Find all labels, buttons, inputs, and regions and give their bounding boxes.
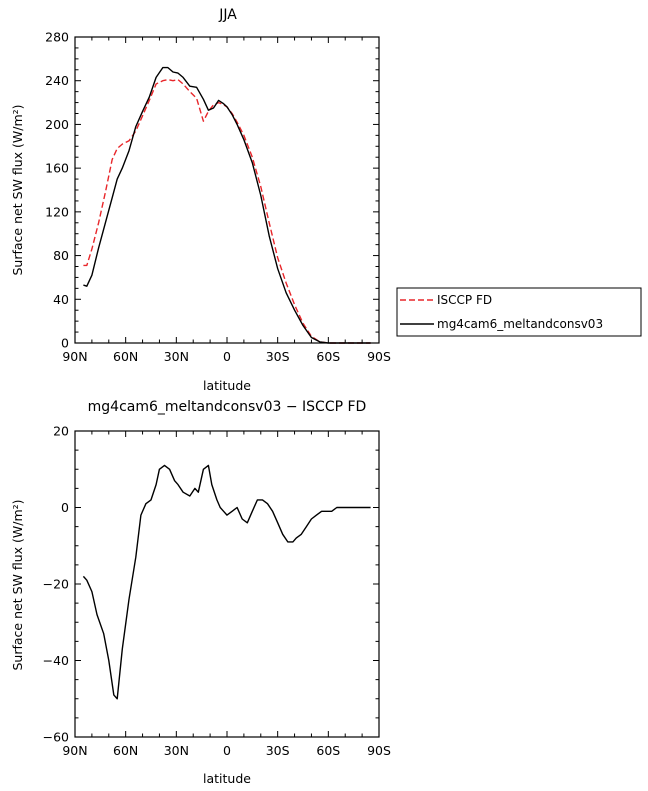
top-y-tick-label: 200 — [45, 117, 69, 132]
bottom-panel: mg4cam6_meltandconsv03 − ISCCP FD 90N 60N… — [10, 399, 391, 786]
top-series-line-1 — [83, 66, 371, 344]
bottom-y-tick-label: 20 — [53, 424, 69, 439]
bottom-x-tick-label: 0 — [223, 743, 231, 758]
legend-label-model: mg4cam6_meltandconsv03 — [437, 317, 603, 331]
top-x-tick-label: 30S — [266, 349, 290, 364]
top-x-tick-label: 90S — [367, 349, 391, 364]
bottom-panel-title: mg4cam6_meltandconsv03 − ISCCP FD — [88, 399, 367, 415]
bottom-x-axis-label: latitude — [203, 771, 251, 786]
top-x-tick-label: 60S — [316, 349, 340, 364]
bottom-x-tick-label: 60S — [316, 743, 340, 758]
bottom-plot-frame — [74, 430, 380, 738]
top-x-tick-label: 30N — [164, 349, 189, 364]
legend-label-isccp: ISCCP FD — [437, 293, 492, 307]
top-y-tick-label: 120 — [45, 204, 69, 219]
bottom-x-tick-label: 30N — [164, 743, 189, 758]
bottom-series-line-0 — [82, 464, 371, 700]
legend: ISCCP FD mg4cam6_meltandconsv03 — [396, 287, 642, 337]
legend-box — [396, 287, 642, 337]
top-y-tick-label: 160 — [45, 161, 69, 176]
bottom-y-axis-label: Surface net SW flux (W/m²) — [10, 499, 25, 670]
top-x-tick-label: 0 — [223, 349, 231, 364]
top-y-axis-label: Surface net SW flux (W/m²) — [10, 104, 25, 275]
top-x-axis-label: latitude — [203, 378, 251, 393]
bottom-y-tick-label: 0 — [61, 500, 69, 515]
top-y-tick-label: 280 — [45, 30, 69, 45]
bottom-x-tick-label: 30S — [266, 743, 290, 758]
top-x-tick-label: 90N — [62, 349, 87, 364]
top-plot-frame — [74, 36, 380, 344]
top-y-tick-label: 80 — [53, 248, 69, 263]
top-y-tick-label: 240 — [45, 73, 69, 88]
top-y-tick-label: 40 — [53, 292, 69, 307]
top-panel: JJA 90N 60N 30N 0 30S 60S 90S 0 40 80 120 160 200 240… — [10, 7, 391, 393]
top-series-line-0 — [83, 78, 371, 344]
bottom-y-tick-label: −20 — [43, 577, 69, 592]
bottom-y-tick-label: −40 — [43, 653, 69, 668]
top-y-tick-label: 0 — [61, 336, 69, 351]
bottom-x-tick-label: 60N — [113, 743, 138, 758]
top-x-tick-label: 60N — [113, 349, 138, 364]
bottom-x-tick-label: 90N — [62, 743, 87, 758]
top-panel-title: JJA — [218, 7, 237, 23]
bottom-y-tick-label: −60 — [43, 730, 69, 745]
bottom-x-tick-label: 90S — [367, 743, 391, 758]
